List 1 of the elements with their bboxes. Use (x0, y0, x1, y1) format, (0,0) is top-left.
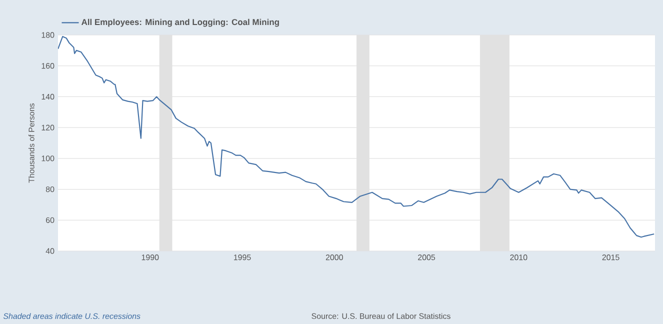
legend-label: All Employees: Mining and Logging: Coal Mining (81, 18, 279, 27)
